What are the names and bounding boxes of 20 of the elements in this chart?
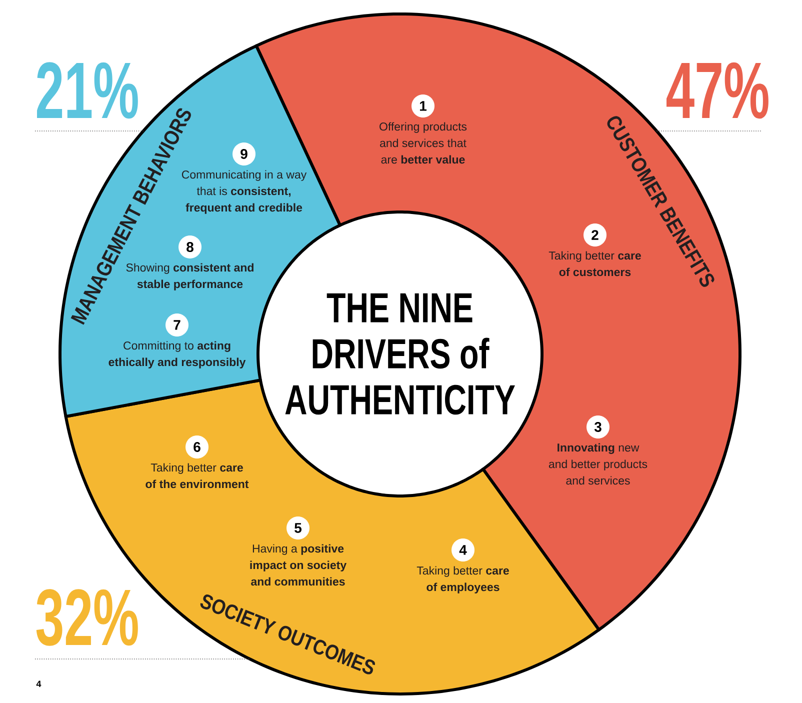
text: 2 [592, 230, 598, 240]
text: Taking better care of the environment [146, 463, 249, 488]
text: 3 [594, 422, 602, 432]
text: 6 [194, 442, 200, 452]
text: 5 [294, 523, 302, 533]
text: 9 [240, 149, 248, 159]
data-label: 32% [36, 589, 138, 646]
text: 4 [459, 545, 467, 555]
text: Innovating new and better products and services [548, 443, 648, 485]
text: 1 [420, 101, 427, 111]
text: THE NINE DRIVERS of AUTHENTICITY [285, 293, 515, 415]
text: Committing to acting ethically and responsibly [108, 341, 246, 368]
text: Offering products and services that are better value [380, 122, 467, 164]
text: Taking better care of employees [416, 566, 509, 594]
text: 4 [36, 680, 42, 687]
text: Taking better care of customers [548, 251, 641, 276]
data-label: 47% [666, 62, 768, 119]
text: 8 [186, 242, 194, 252]
text: Having a positive impact on society and communities [250, 544, 347, 586]
text: 7 [174, 320, 180, 330]
